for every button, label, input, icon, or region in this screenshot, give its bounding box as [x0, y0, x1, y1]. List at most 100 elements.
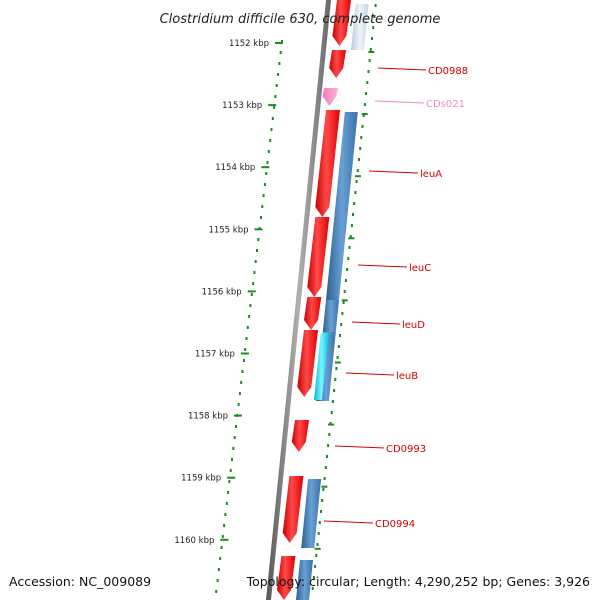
scale-dot [238, 392, 241, 395]
scale-dot-outer [336, 356, 339, 359]
scale-dot-outer [342, 301, 345, 304]
scale-dot-outer [346, 268, 349, 271]
gene-leader-line [377, 67, 427, 71]
gene-cd0988-block [329, 50, 346, 78]
scale-dot-outer [362, 114, 365, 117]
scale-dot [253, 271, 256, 274]
scale-dot [235, 425, 237, 428]
scale-dot [250, 293, 253, 296]
gene-cd0994-block [282, 476, 304, 543]
scale-dot-outer [358, 158, 360, 161]
domain-leud-block [322, 300, 339, 332]
scale-dot-outer [365, 92, 368, 95]
scale-tick-label: 1154 kbp [215, 163, 255, 173]
scale-dot [265, 172, 268, 175]
scale-dot [244, 348, 247, 351]
domain-leu-block [326, 112, 358, 300]
gene-leader-line [357, 264, 408, 268]
scale-dot-outer [329, 422, 332, 425]
domain-leub-cyan-block [314, 333, 329, 400]
scale-dot-outer [311, 587, 314, 590]
scale-dot-outer [317, 532, 320, 535]
domain-cd0995-block [296, 560, 313, 600]
scale-dot-outer [315, 554, 318, 557]
scale-dot-outer [341, 312, 344, 315]
scale-dot-outer [361, 125, 364, 128]
scale-dot-outer [321, 499, 324, 502]
scale-dot [237, 403, 240, 406]
scale-dot-outer [344, 279, 347, 282]
scale-dot [248, 315, 251, 318]
scale-dot [232, 447, 235, 450]
scale-tick-label: 1157 kbp [195, 350, 235, 360]
scale-dot-outer [333, 389, 336, 392]
scale-dot [223, 524, 226, 527]
scale-dot-outer [373, 15, 376, 18]
scale-dot [262, 194, 265, 197]
scale-dot-outer [328, 433, 331, 436]
scale-dot-outer [350, 224, 353, 227]
scale-dot-outer [355, 180, 358, 183]
scale-dot-outer [322, 488, 325, 491]
feature-layer [277, 0, 369, 600]
scale-dot-outer [312, 576, 315, 579]
scale-dot [216, 579, 219, 582]
scale-dot [217, 568, 220, 571]
scale-dot-outer [324, 466, 327, 469]
scale-dot [221, 535, 224, 538]
scale-dot [231, 458, 233, 461]
scale-dot [245, 337, 248, 340]
scale-dot-outer [335, 367, 338, 370]
scale-dot [279, 51, 282, 54]
gene-cds021-block [322, 88, 339, 106]
gene-label-leua[interactable]: leuA [420, 169, 442, 180]
scale-dot-outer [314, 565, 317, 568]
scale-dot [269, 139, 272, 142]
scale-dot [215, 590, 218, 593]
gene-label-leud[interactable]: leuD [402, 320, 425, 331]
scale-dot-outer [363, 103, 366, 106]
scale-dot-outer [359, 147, 362, 150]
scale-dot [227, 491, 230, 494]
scale-dot [242, 359, 245, 362]
scale-dot [281, 40, 283, 43]
scale-dot-outer [372, 26, 375, 29]
gene-label-leuc[interactable]: leuC [409, 263, 431, 274]
domain-cd0987-block [351, 4, 369, 50]
scale-dot-outer [354, 191, 357, 194]
gene-cd0987-block [332, 0, 351, 46]
gene-leub-block [297, 330, 318, 397]
scale-dot [270, 128, 273, 131]
gene-cd0993-block [291, 420, 309, 452]
scale-layer: 1152 kbp 1153 kbp 1154 kbp 1155 kbp 1156 kbp… [174, 4, 377, 593]
scale-tick-label: 1159 kbp [181, 474, 221, 484]
scale-tick-label: 1158 kbp [188, 412, 228, 422]
gene-label-cd0994[interactable]: CD0994 [375, 519, 415, 530]
gene-leader-line [351, 321, 401, 325]
scale-dot-outer [331, 400, 334, 403]
scale-dot [275, 84, 278, 87]
gene-leua-block [315, 110, 340, 217]
scale-dot-outer [353, 202, 356, 205]
topology-text: Topology: circular; Length: 4,290,252 bp… [246, 574, 590, 589]
accession-text: Accession: NC_009089 [9, 574, 151, 589]
label-layer: CD0988 CDs021 leuA leuC leuD leuB CD0993 CD0994 [323, 66, 468, 530]
scale-dot-outer [327, 444, 330, 447]
scale-dot [260, 216, 262, 219]
gene-label-cd0993[interactable]: CD0993 [386, 444, 426, 455]
scale-dot-outer [366, 81, 369, 84]
scale-dot [241, 370, 244, 373]
scale-tick-label: 1152 kbp [229, 39, 269, 49]
scale-dot-outer [356, 169, 359, 172]
scale-dot-outer [330, 411, 333, 414]
scale-dot [228, 480, 231, 483]
scale-tick-label: 1160 kbp [174, 536, 214, 546]
gene-label-cd0988[interactable]: CD0988 [428, 66, 468, 77]
scale-dot-outer [318, 521, 321, 524]
scale-dot [233, 436, 236, 439]
gene-label-cds021[interactable]: CDs021 [426, 99, 465, 110]
scale-dot [220, 546, 223, 549]
gene-label-leub[interactable]: leuB [396, 371, 418, 382]
scale-dot [224, 513, 227, 516]
